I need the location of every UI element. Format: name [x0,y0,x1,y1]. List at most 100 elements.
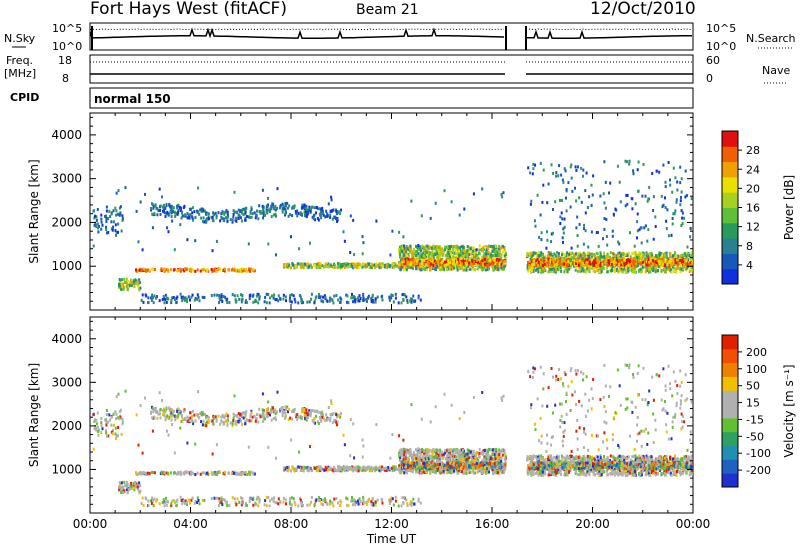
data-cell [212,211,215,215]
data-cell [141,248,144,252]
data-cell [129,281,132,285]
data-cell [353,253,356,257]
data-cell [130,281,133,285]
data-cell [565,196,567,200]
data-cell [174,298,176,301]
data-cell [612,262,615,266]
data-cell [574,186,576,190]
data-cell [673,261,676,265]
data-cell [554,270,557,274]
data-cell [240,293,242,297]
data-cell [425,250,428,254]
data-cell [426,260,429,264]
data-cell [575,226,578,230]
data-cell [295,211,298,215]
data-cell [285,204,288,208]
data-cell [205,268,208,272]
data-cell [231,293,234,297]
data-cell [377,263,380,267]
data-cell [235,216,237,220]
data-cell [326,214,329,218]
data-cell [438,261,441,265]
nave-label: Nave [762,64,790,77]
data-cell [605,262,608,266]
data-cell [193,298,196,302]
data-cell [164,418,167,422]
data-cell [459,254,462,258]
data-cell [375,219,378,223]
data-cell [549,255,552,259]
data-cell [264,296,267,299]
data-cell [95,215,98,219]
data-cell [229,218,232,221]
data-cell [204,413,206,417]
data-cell [118,481,121,485]
data-cell [566,251,569,255]
data-cell [498,268,501,272]
data-cell [298,247,301,251]
data-cell [564,260,567,264]
data-cell [683,258,686,262]
data-cell [417,260,420,264]
data-cell [318,295,321,299]
data-cell [177,414,180,418]
data-cell [156,416,159,420]
data-cell [236,294,239,298]
data-cell [426,252,429,256]
data-cell [171,296,174,300]
data-cell [603,227,606,231]
data-cell [633,263,636,267]
data-cell [237,217,240,220]
data-cell [606,252,609,256]
data-cell [624,270,627,274]
data-cell [237,412,240,416]
data-cell [548,256,551,259]
data-cell [491,262,494,266]
data-cell [198,212,201,216]
data-cell [234,298,237,302]
data-cell [186,297,188,301]
data-cell [448,250,451,253]
data-cell [634,258,637,262]
data-cells [92,159,693,305]
data-cell [140,472,143,476]
data-cell [573,261,576,265]
nsky-traces [89,26,693,50]
data-cells [92,363,693,508]
data-cell [317,207,320,211]
data-cell [254,216,257,220]
data-cell [276,410,279,414]
data-cell [307,208,310,212]
data-cell [436,256,439,260]
data-cell [466,249,469,253]
data-cell [201,423,204,427]
data-cell [108,413,111,417]
data-cell [575,258,578,262]
data-cell [371,264,374,268]
data-cell [118,485,120,489]
data-cell [265,208,268,212]
data-cell [498,245,501,248]
data-cell [599,264,602,268]
data-cell [129,484,132,488]
data-cell [258,297,261,301]
data-cell [295,415,298,419]
data-cell [496,254,499,258]
data-cell [205,218,208,222]
data-cell [664,260,667,264]
data-cell [403,250,405,253]
data-cell [547,182,550,186]
data-cell [297,262,300,266]
data-cell [191,293,194,297]
data-cell [151,470,154,474]
colorbar-tick-label: 24 [746,163,760,176]
data-cell [395,264,398,268]
data-cell [534,224,537,228]
data-cell [349,251,352,254]
data-cell [630,261,633,265]
data-cell [241,219,244,223]
data-cell [170,414,173,418]
data-cell [684,169,687,173]
